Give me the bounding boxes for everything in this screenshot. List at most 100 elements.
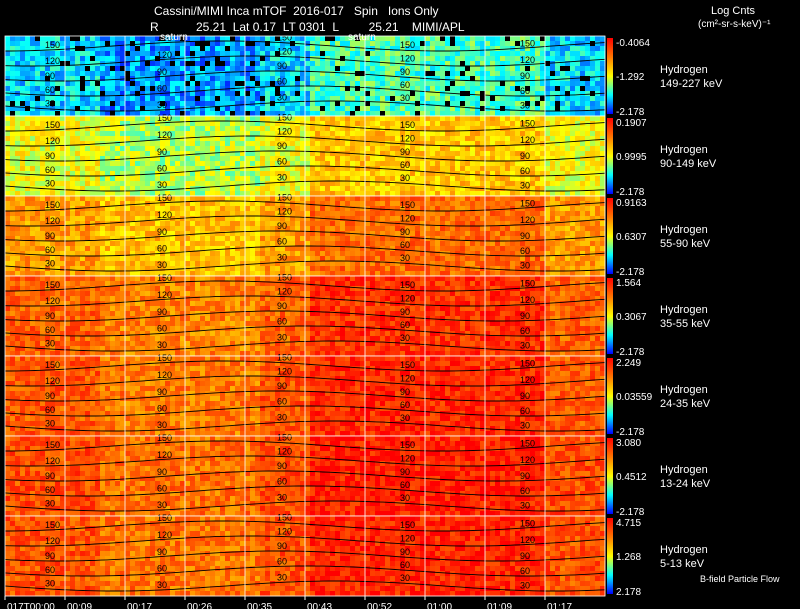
heatmap-cell [85,151,91,157]
heatmap-cell [315,256,321,262]
heatmap-cell [400,176,406,182]
heatmap-cell [75,111,81,117]
heatmap-cell [200,206,206,212]
heatmap-cell [105,66,111,72]
heatmap-cell [595,131,601,137]
heatmap-cell [130,231,136,237]
heatmap-cell [190,241,196,247]
heatmap-cell [345,116,351,122]
heatmap-cell [575,181,581,187]
heatmap-cell [200,236,206,242]
heatmap-cell [70,36,76,42]
heatmap-cell [30,196,36,202]
heatmap-cell [315,41,321,47]
heatmap-cell [30,206,36,212]
heatmap-cell [150,216,156,222]
heatmap-cell [60,121,66,127]
heatmap-cell [215,181,221,187]
heatmap-cell [150,211,156,217]
heatmap-cell [410,156,416,162]
heatmap-cell [20,226,26,232]
heatmap-cell [225,126,231,132]
heatmap-cell [255,271,261,277]
heatmap-cell [120,111,126,117]
heatmap-cell [210,191,216,197]
heatmap-cell [535,166,541,172]
heatmap-cell [35,226,41,232]
heatmap-cell [185,156,191,162]
heatmap-cell [90,141,96,147]
heatmap-cell [530,126,536,132]
heatmap-cell [430,141,436,147]
contour-label: 120 [277,126,292,136]
heatmap-cell [40,251,46,257]
heatmap-cell [70,81,76,87]
heatmap-cell [425,86,431,92]
heatmap-cell [285,36,291,42]
heatmap-cell [135,156,141,162]
heatmap-cell [135,41,141,47]
heatmap-cell [325,116,331,122]
heatmap-cell [190,111,196,117]
heatmap-cell [205,166,211,172]
heatmap-cell [30,116,36,122]
heatmap-cell [80,201,86,207]
heatmap-cell [470,181,476,187]
heatmap-cell [140,136,146,142]
heatmap-cell [405,136,411,142]
heatmap-cell [280,86,286,92]
heatmap-cell [410,166,416,172]
heatmap-cell [325,101,331,107]
heatmap-cell [125,171,131,177]
heatmap-cell [365,186,371,192]
heatmap-cell [330,151,336,157]
heatmap-cell [235,91,241,97]
heatmap-cell [215,256,221,262]
heatmap-cell [475,71,481,77]
heatmap-cell [385,151,391,157]
heatmap-cell [540,191,546,197]
heatmap-cell [5,146,11,152]
heatmap-cell [575,171,581,177]
heatmap-cell [570,61,576,67]
heatmap-cell [5,251,11,257]
heatmap-cell [310,161,316,167]
heatmap-cell [140,151,146,157]
heatmap-cell [170,201,176,207]
heatmap-cell [325,246,331,252]
heatmap-cell [230,161,236,167]
heatmap-cell [445,106,451,112]
heatmap-cell [545,136,551,142]
heatmap-cell [270,41,276,47]
heatmap-cell [220,131,226,137]
heatmap-cell [415,161,421,167]
heatmap-cell [490,41,496,47]
heatmap-cell [30,156,36,162]
contour-label: 60 [157,164,167,174]
heatmap-cell [260,106,266,112]
heatmap-cell [525,106,531,112]
heatmap-cell [585,51,591,57]
heatmap-cell [290,96,296,102]
heatmap-cell [310,76,316,82]
heatmap-cell [370,131,376,137]
heatmap-cell [450,71,456,77]
heatmap-cell [185,176,191,182]
heatmap-cell [170,126,176,132]
heatmap-cell [280,241,286,247]
heatmap-cell [350,51,356,57]
heatmap-cell [525,141,531,147]
heatmap-cell [105,86,111,92]
heatmap-cell [145,196,151,202]
heatmap-cell [305,126,311,132]
heatmap-cell [395,101,401,107]
heatmap-cell [570,51,576,57]
heatmap-cell [340,101,346,107]
heatmap-cell [315,96,321,102]
heatmap-cell [85,131,91,137]
heatmap-cell [120,126,126,132]
heatmap-cell [180,171,186,177]
heatmap-cell [140,196,146,202]
heatmap-cell [60,116,66,122]
